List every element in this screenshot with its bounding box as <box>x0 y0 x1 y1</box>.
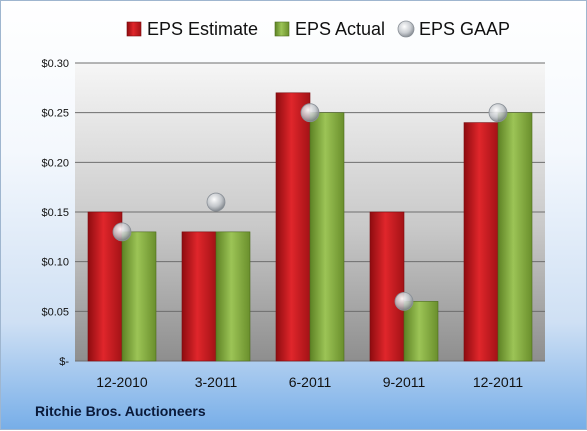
y-tick-label: $- <box>59 356 69 368</box>
y-tick-label: $0.25 <box>41 108 69 120</box>
y-tick-label: $0.15 <box>41 207 69 219</box>
gaap-marker <box>394 291 414 311</box>
y-tick-label: $0.30 <box>41 58 69 70</box>
legend-label: EPS Estimate <box>147 19 258 39</box>
x-axis: 12-2010 3-2011 6-2011 9-2011 12-2011 <box>96 374 523 390</box>
gaap-marker <box>112 222 132 242</box>
bar-eps-estimate <box>369 211 405 362</box>
gaap-marker <box>300 103 320 123</box>
legend-swatch-estimate <box>126 21 142 37</box>
bar-series <box>87 92 533 362</box>
y-axis: $- $0.05 $0.10 $0.15 $0.20 $0.25 $0.30 <box>41 58 69 368</box>
y-tick-label: $0.20 <box>41 157 69 169</box>
company-name: Ritchie Bros. Auctioneers <box>35 403 206 419</box>
bar-eps-actual <box>121 231 157 362</box>
legend-label: EPS Actual <box>295 19 385 39</box>
x-tick-label: 6-2011 <box>289 374 332 390</box>
x-tick-label: 3-2011 <box>195 374 238 390</box>
gaap-marker <box>488 103 508 123</box>
bar-eps-actual <box>497 112 533 362</box>
legend: EPS Estimate EPS Actual EPS GAAP <box>126 19 510 39</box>
x-tick-label: 12-2011 <box>473 374 524 390</box>
gaap-markers <box>112 103 508 311</box>
bar-eps-estimate <box>181 231 217 362</box>
bar-eps-actual <box>403 301 439 362</box>
legend-swatch-actual <box>274 21 290 37</box>
y-tick-label: $0.10 <box>41 257 69 269</box>
x-tick-label: 9-2011 <box>383 374 426 390</box>
legend-swatch-gaap <box>397 20 415 38</box>
x-tick-label: 12-2010 <box>96 374 148 390</box>
legend-label: EPS GAAP <box>419 19 510 39</box>
bar-eps-estimate <box>275 92 311 362</box>
bar-eps-estimate <box>463 122 499 362</box>
bar-eps-actual <box>309 112 345 362</box>
gaap-marker <box>206 192 226 212</box>
bar-eps-actual <box>215 231 251 362</box>
y-tick-label: $0.05 <box>41 306 69 318</box>
